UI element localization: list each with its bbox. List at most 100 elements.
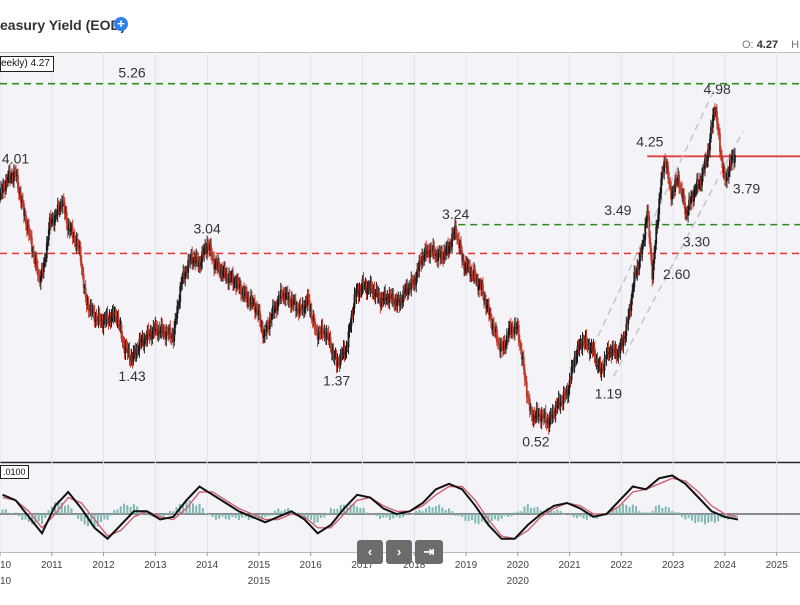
macd-histogram-bar (517, 512, 519, 514)
macd-histogram-bar (530, 508, 532, 514)
macd-histogram-bar (635, 506, 637, 514)
ohlc-readout: O: 4.27 H (742, 39, 799, 51)
price-label-1.37: 1.37 (323, 372, 350, 388)
macd-histogram-bar (448, 508, 450, 514)
macd-histogram-bar (527, 504, 529, 514)
macd-histogram-bar (123, 504, 125, 514)
price-legend: eekly) 4.27 (0, 56, 54, 72)
macd-histogram-bar (468, 514, 470, 521)
macd-histogram-bar (330, 508, 332, 514)
macd-histogram-bar (100, 514, 102, 522)
macd-histogram-bar (524, 507, 526, 514)
macd-histogram-bar (576, 514, 578, 518)
macd-histogram-bar (113, 510, 115, 514)
macd-histogram-bar (697, 514, 699, 522)
macd-histogram-bar (67, 505, 69, 514)
macd-histogram-bar (583, 514, 585, 519)
chart-title: easury Yield (EOD) (0, 17, 125, 33)
macd-histogram-bar (665, 507, 667, 514)
x-tick-label-2022: 2022 (610, 560, 633, 571)
macd-histogram-bar (389, 514, 391, 520)
price-chart[interactable]: 2010201020112012201320142015201520162017… (0, 52, 800, 600)
price-label-3.79: 3.79 (733, 180, 760, 196)
add-symbol-button[interactable]: + (114, 17, 128, 31)
scroll-back-button[interactable]: ‹ (357, 540, 383, 564)
macd-histogram-bar (18, 514, 20, 516)
macd-histogram-bar (264, 514, 266, 517)
macd-histogram-bar (504, 514, 506, 516)
macd-histogram-bar (642, 512, 644, 514)
macd-histogram-bar (235, 514, 237, 518)
macd-histogram-bar (638, 511, 640, 514)
x-major-label-2010: 2010 (0, 576, 12, 587)
macd-histogram-bar (704, 514, 706, 524)
scroll-forward-button[interactable]: › (386, 540, 412, 564)
macd-histogram-bar (645, 512, 647, 514)
macd-histogram-bar (553, 511, 555, 514)
macd-histogram-bar (435, 506, 437, 514)
macd-histogram-bar (556, 510, 558, 514)
macd-histogram-bar (684, 514, 686, 519)
macd-histogram-bar (313, 514, 315, 523)
price-label-4.25: 4.25 (636, 133, 663, 149)
price-panel-bg (0, 52, 800, 462)
macd-histogram-bar (428, 506, 430, 514)
macd-histogram-bar (491, 514, 493, 521)
macd-histogram-bar (438, 505, 440, 514)
macd-histogram-bar (189, 500, 191, 514)
macd-histogram-bar (422, 511, 424, 514)
macd-histogram-bar (41, 514, 43, 524)
macd-histogram-bar (386, 514, 388, 517)
x-tick-label-2024: 2024 (714, 560, 737, 571)
macd-histogram-bar (382, 514, 384, 518)
jump-to-end-button[interactable]: ⇥ (415, 540, 443, 564)
x-tick-label-2012: 2012 (92, 560, 115, 571)
macd-histogram-bar (366, 512, 368, 514)
x-tick-label-2023: 2023 (662, 560, 685, 571)
macd-histogram-bar (579, 514, 581, 517)
macd-histogram-bar (195, 505, 197, 514)
macd-histogram-bar (136, 506, 138, 514)
macd-histogram-bar (415, 511, 417, 514)
macd-histogram-bar (103, 514, 105, 519)
macd-histogram-bar (116, 509, 118, 514)
macd-histogram-bar (166, 513, 168, 514)
macd-histogram-bar (655, 506, 657, 514)
price-label-2.60: 2.60 (663, 266, 690, 282)
macd-histogram-bar (573, 514, 575, 517)
macd-histogram-bar (110, 514, 112, 515)
macd-histogram-bar (586, 514, 588, 520)
macd-histogram-bar (668, 507, 670, 514)
price-label-3.24: 3.24 (442, 206, 469, 222)
macd-histogram-bar (629, 507, 631, 514)
macd-histogram-bar (307, 514, 309, 518)
high-label: H (791, 39, 799, 51)
macd-histogram-bar (392, 514, 394, 519)
macd-histogram-bar (363, 508, 365, 514)
macd-histogram-bar (402, 514, 404, 517)
macd-histogram-bar (77, 514, 79, 519)
macd-histogram-bar (48, 510, 50, 514)
macd-histogram-bar (274, 511, 276, 514)
macd-histogram-bar (494, 514, 496, 519)
macd-histogram-bar (425, 508, 427, 514)
macd-histogram-bar (231, 514, 233, 517)
macd-histogram-bar (336, 509, 338, 514)
macd-histogram-bar (711, 514, 713, 521)
macd-histogram-bar (451, 511, 453, 514)
macd-histogram-bar (271, 514, 273, 516)
macd-histogram-bar (241, 514, 243, 518)
macd-histogram-bar (714, 514, 716, 523)
macd-histogram-bar (619, 507, 621, 514)
chart-area[interactable]: 2010201020112012201320142015201520162017… (0, 52, 800, 600)
macd-histogram-bar (359, 508, 361, 514)
macd-histogram-bar (323, 514, 325, 517)
macd-histogram-bar (38, 514, 40, 521)
macd-histogram-bar (625, 505, 627, 514)
macd-histogram-bar (652, 511, 654, 514)
price-label-3.30: 3.30 (683, 234, 710, 250)
macd-histogram-bar (126, 505, 128, 514)
macd-histogram-bar (560, 511, 562, 514)
macd-histogram-bar (458, 514, 460, 516)
x-tick-label-2011: 2011 (41, 560, 63, 571)
